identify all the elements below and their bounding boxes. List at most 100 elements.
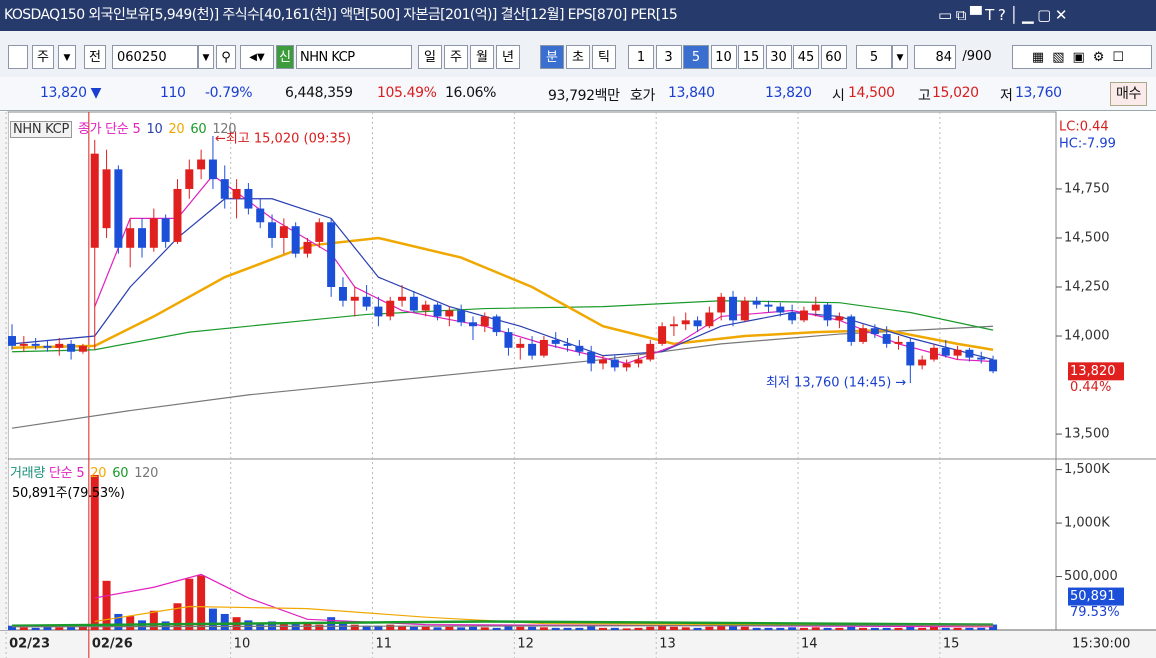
candle-body	[563, 343, 572, 346]
quote-item: -0.79%	[205, 85, 253, 101]
volume-bar	[776, 627, 785, 630]
candle-body	[386, 300, 395, 317]
dropdown-arrow[interactable]: ▼	[58, 45, 76, 69]
quote-item: 93,792백만	[548, 88, 620, 104]
candle-body	[173, 188, 182, 242]
volume-bar	[681, 627, 690, 630]
candle-body	[256, 208, 265, 223]
candle-body	[835, 316, 844, 321]
volume-bar	[55, 627, 64, 630]
period-button[interactable]: 일	[418, 45, 442, 69]
quote-item: 매수	[1110, 82, 1147, 106]
candle-body	[67, 343, 76, 352]
count-field[interactable]: 5	[856, 45, 892, 69]
candle-body	[161, 218, 170, 242]
toolbar-button[interactable]: 전	[84, 45, 106, 69]
period-button[interactable]: 월	[470, 45, 494, 69]
dropdown-arrow[interactable]: ▼	[198, 45, 214, 69]
period-button[interactable]: 초	[566, 45, 590, 69]
total-text: /900	[962, 49, 992, 64]
price-legend: NHN KCP 종가 단순 5 10 20 60 120	[10, 118, 242, 138]
minute-button[interactable]: 30	[765, 45, 792, 69]
candle-body	[398, 296, 407, 301]
candle-body	[31, 343, 40, 346]
candle-body	[327, 222, 336, 287]
candle-body	[208, 159, 217, 180]
candle-body	[634, 359, 643, 364]
x-tick-label: 02/26	[92, 637, 133, 652]
period-button[interactable]: 분	[540, 45, 564, 69]
volume-bar	[929, 626, 938, 630]
volume-bar	[492, 627, 501, 630]
tool-icons[interactable]: ▦▧▣⚙☐	[1012, 45, 1152, 69]
period-button[interactable]: 주	[444, 45, 468, 69]
candle-body	[291, 226, 300, 254]
volume-bar	[268, 621, 277, 630]
sound-button[interactable]: ◀▼	[240, 45, 274, 69]
volume-bar	[504, 625, 513, 630]
search-button[interactable]: ⚲	[216, 45, 236, 69]
quote-bar: 13,820 ▼ 110 -0.79% 6,448,359 105.49% 16.06% 9…	[0, 77, 1156, 111]
x-tick-label: 14	[801, 637, 818, 652]
period-button[interactable]: 년	[496, 45, 520, 69]
volume-average	[94, 573, 994, 628]
candle-body	[575, 345, 584, 352]
volume-bar	[161, 621, 170, 630]
volume-average	[11, 624, 994, 628]
code-input[interactable]: 060250	[112, 45, 198, 69]
volume-bar	[480, 627, 489, 630]
minute-button[interactable]: 10	[710, 45, 737, 69]
y-tick-label: 13,500	[1064, 427, 1110, 442]
candle-body	[906, 341, 915, 366]
volume-bar	[587, 626, 596, 630]
period-button[interactable]: 틱	[592, 45, 616, 69]
volume-bar	[551, 627, 560, 630]
candle-body	[19, 343, 28, 346]
volume-bar	[799, 627, 808, 630]
minute-button[interactable]: 1	[628, 45, 654, 69]
candle-body	[729, 296, 738, 321]
toolbar: 주 전 ▼ 060250 ▼ ⚲ ◀▼ 신 NHN KCP 일 주 월 년 분 초 틱 1 3 5 10 15 30 45 6…	[0, 31, 1156, 77]
candle-body	[480, 316, 489, 327]
volume-bar	[173, 603, 182, 630]
menu-icon[interactable]	[8, 45, 28, 69]
quote-item: 110	[160, 85, 186, 101]
candle-body	[587, 351, 596, 364]
volume-bar	[646, 626, 655, 630]
candle-body	[882, 334, 891, 344]
minute-button[interactable]: 45	[793, 45, 819, 69]
shown-field[interactable]: 84	[914, 45, 956, 69]
candle-body	[350, 296, 359, 301]
volume-bar	[610, 627, 619, 630]
minute-button[interactable]: 3	[655, 45, 682, 69]
candle-body	[492, 316, 501, 333]
volume-bar	[977, 627, 986, 630]
candle-body	[516, 343, 525, 348]
name-field[interactable]: NHN KCP	[296, 45, 412, 69]
legend-entry: 10	[146, 122, 163, 137]
legend-entry: 120	[212, 122, 237, 137]
candle-body	[859, 328, 868, 342]
candle-body	[646, 343, 655, 360]
minute-button[interactable]: 60	[820, 45, 847, 69]
volume-bar	[953, 627, 962, 630]
dropdown-arrow[interactable]: ▼	[892, 45, 908, 69]
volume-average	[94, 605, 994, 627]
last-price: 13,820	[1070, 364, 1116, 379]
candle-body	[504, 332, 513, 348]
volume-bar	[67, 625, 76, 630]
quote-item: 16.06%	[445, 85, 496, 101]
volume-bar	[894, 627, 903, 630]
volume-bar	[126, 616, 135, 630]
window-icons[interactable]: ▭ ⧉ ▀ T ? │ ▁ ▢ ✕	[938, 6, 1067, 24]
candle-body	[693, 320, 702, 327]
minute-button[interactable]: 5	[683, 45, 709, 69]
low-note: 최저 13,760 (14:45) →	[766, 376, 906, 391]
minute-button[interactable]: 15	[738, 45, 764, 69]
quote-item: 13,820	[765, 85, 812, 101]
moving-average	[11, 300, 994, 353]
toolbar-button[interactable]: 주	[32, 45, 54, 69]
candle-body	[197, 159, 206, 170]
candle-body	[102, 169, 111, 229]
new-badge[interactable]: 신	[276, 45, 294, 69]
